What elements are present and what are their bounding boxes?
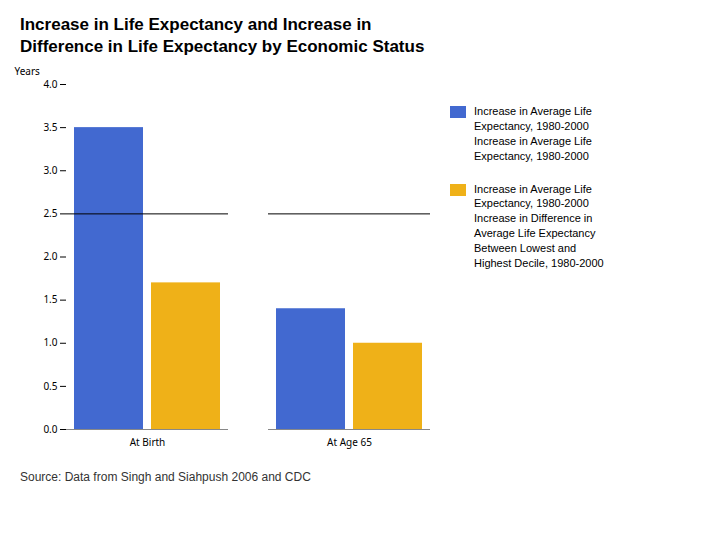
svg-text:1.5: 1.5 [43, 293, 57, 307]
svg-text:1.0: 1.0 [43, 336, 57, 350]
svg-text:2.0: 2.0 [43, 249, 57, 263]
html-text:Increase in Life Expectancy an: Increase in Life Expectancy and Increase… [20, 15, 425, 57]
svg-text:Years: Years [15, 64, 41, 78]
svg-text:At Age 65: At Age 65 [327, 435, 372, 449]
svg-text:3.0: 3.0 [43, 163, 57, 177]
svg-text:2.5: 2.5 [43, 206, 57, 220]
html-text:Increase in Average Life Expec: Increase in Average Life Expectancy, 198… [474, 182, 604, 269]
svg-text:3.5: 3.5 [43, 120, 57, 134]
html-text:Increase in Average Life Expec: Increase in Average Life Expectancy, 198… [474, 105, 592, 162]
svg-text:0.0: 0.0 [43, 422, 57, 436]
svg-text:0.5: 0.5 [43, 379, 57, 393]
html-text:Source: Data from Singh and Si: Source: Data from Singh and Siahpush 200… [20, 470, 311, 485]
svg-text:4.0: 4.0 [43, 77, 57, 91]
svg-text:At Birth: At Birth [130, 435, 166, 449]
